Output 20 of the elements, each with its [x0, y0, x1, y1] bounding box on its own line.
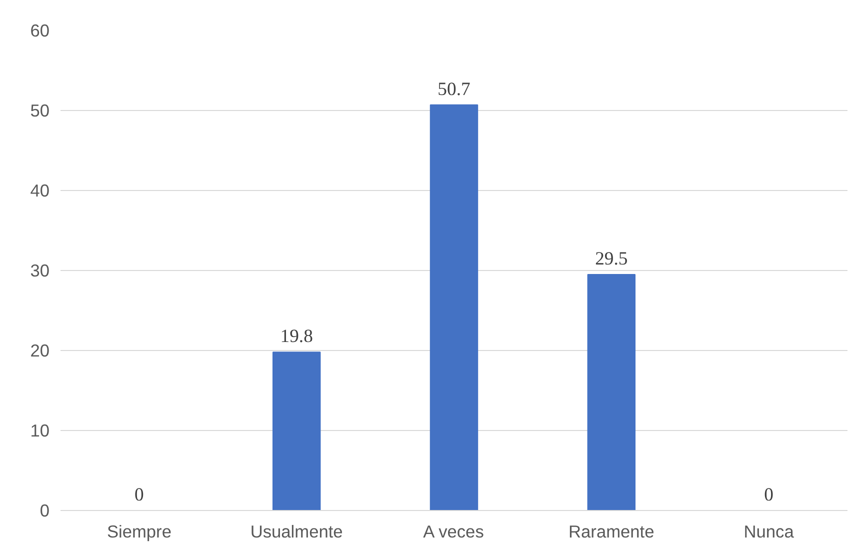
data-label: 0 [764, 484, 774, 506]
y-tick-label: 60 [30, 20, 50, 40]
y-tick-label: 50 [30, 100, 50, 120]
x-tick-label: Usualmente [250, 522, 343, 542]
data-label: 50.7 [438, 78, 470, 100]
x-tick-label: Siempre [106, 522, 172, 542]
bar [430, 104, 478, 510]
y-tick-label: 20 [30, 340, 50, 360]
y-tick-label: 40 [30, 180, 50, 200]
y-tick-label: 10 [30, 420, 50, 440]
data-label: 19.8 [280, 326, 313, 348]
x-tick-label: A veces [423, 522, 484, 542]
y-tick-label: 30 [30, 260, 50, 280]
data-label: 0 [134, 484, 144, 506]
bar [587, 274, 636, 510]
x-tick-label: Nunca [744, 522, 794, 542]
bar [272, 352, 321, 510]
x-tick-label: Raramente [568, 522, 654, 542]
data-label: 29.5 [595, 248, 628, 270]
y-tick-label: 0 [40, 500, 50, 520]
